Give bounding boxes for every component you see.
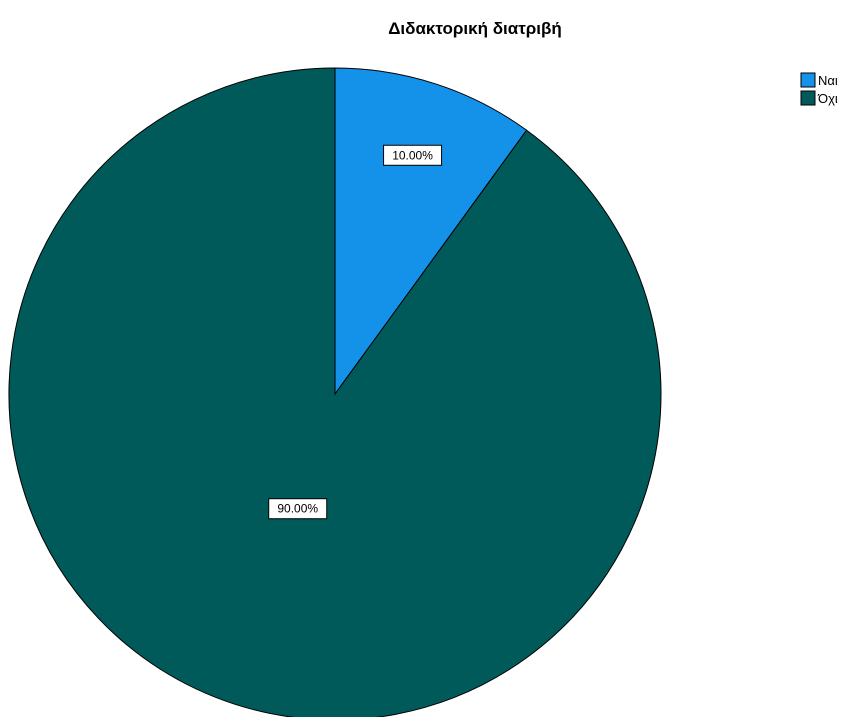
pie-slice-2 (8, 67, 662, 721)
pie-slice-1 (334, 67, 528, 396)
legend: Ναι Όχι (800, 72, 838, 106)
pie-slices (8, 67, 662, 721)
data-label-text: 10.00% (392, 148, 433, 162)
legend-label-2: Όχι (817, 91, 838, 106)
chart-title: Διδακτορική διατριβή (388, 19, 562, 38)
data-label-1: 10.00% (383, 144, 443, 166)
data-label-text: 90.00% (277, 502, 318, 516)
pie-data-labels: 10.00% 90.00% (268, 144, 443, 520)
legend-label-1: Ναι (818, 73, 838, 88)
data-label-box (268, 498, 328, 520)
data-label-box (383, 144, 443, 166)
data-label-2: 90.00% (268, 498, 328, 520)
legend-swatch-1 (800, 72, 816, 88)
legend-swatch-2 (800, 90, 816, 106)
